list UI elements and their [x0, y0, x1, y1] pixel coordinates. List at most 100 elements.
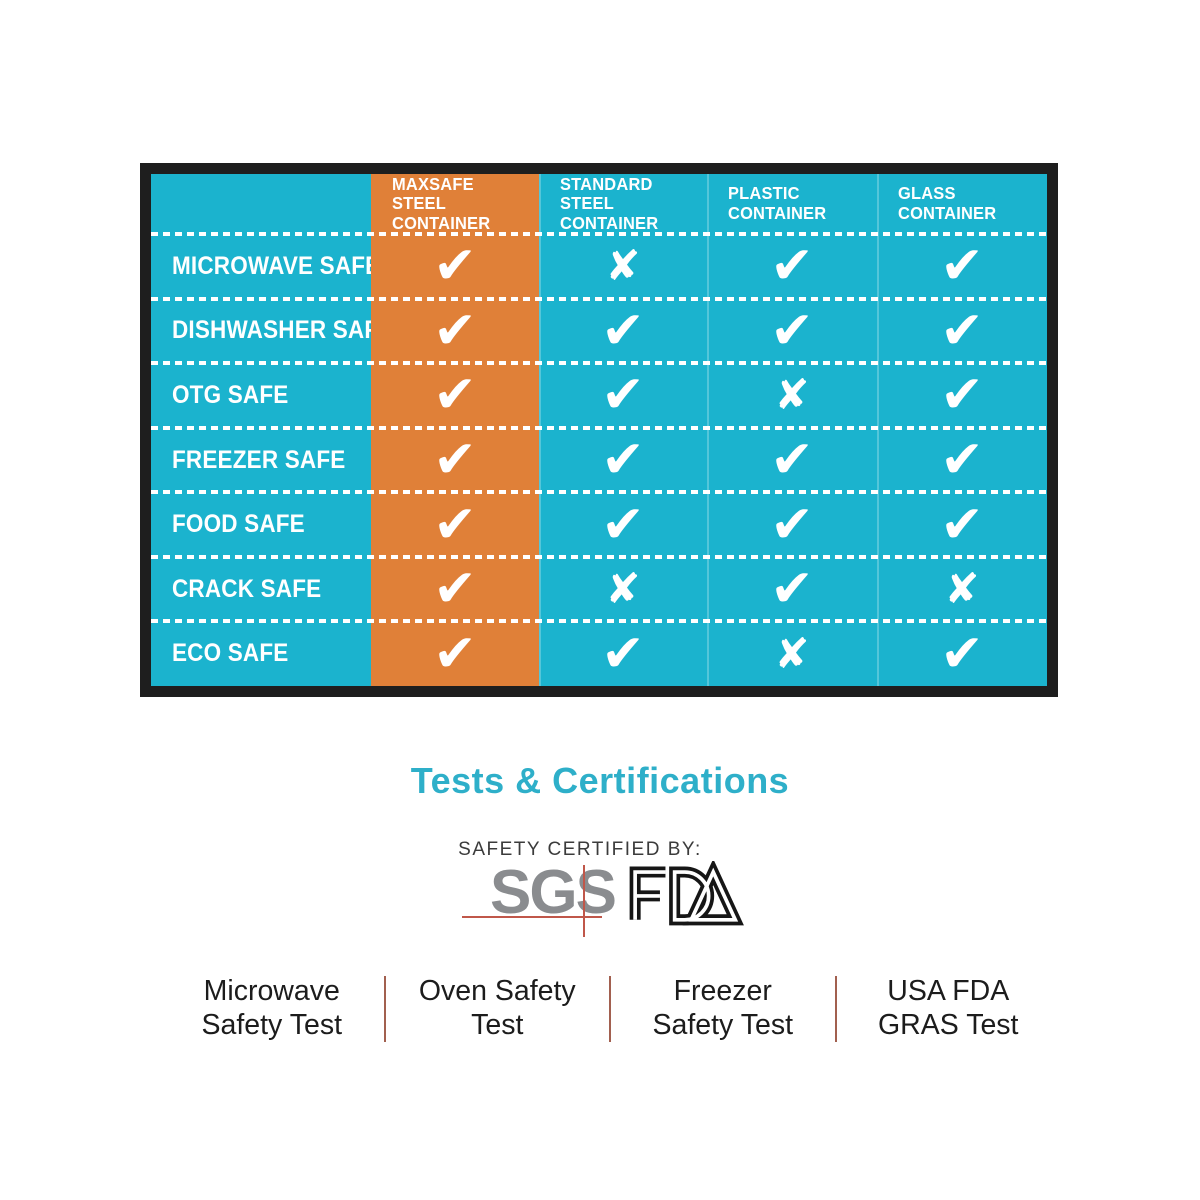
- check-icon: ✔: [433, 559, 477, 620]
- check-icon: ✔: [940, 430, 984, 491]
- column-header-maxsafe-steel: MAXSAFE STEEL CONTAINER: [371, 174, 539, 234]
- row-label: MICROWAVE SAFE: [172, 251, 381, 280]
- safety-certified-by-label: SAFETY CERTIFIED BY:: [458, 839, 702, 860]
- column-header-label: STANDARD STEEL CONTAINER: [560, 173, 659, 233]
- mark-cell: ✔: [371, 427, 539, 493]
- table-row: FREEZER SAFE ✔ ✔ ✔ ✔: [151, 425, 1047, 493]
- table-row: OTG SAFE ✔ ✔ ✘ ✔: [151, 361, 1047, 428]
- column-header-glass: GLASS CONTAINER: [877, 174, 1047, 234]
- column-header-standard-steel: STANDARD STEEL CONTAINER: [539, 174, 707, 234]
- mark-cell: ✘: [877, 557, 1047, 622]
- mark-cell: ✘: [539, 234, 707, 299]
- row-divider-dashed: [151, 296, 1047, 301]
- cross-icon: ✘: [774, 370, 810, 420]
- check-icon: ✔: [601, 365, 645, 426]
- header-empty-cell: [151, 174, 371, 234]
- table-row: CRACK SAFE ✔ ✘ ✔ ✘: [151, 554, 1047, 622]
- test-label-4: USA FDA GRAS Test: [834, 975, 1061, 1042]
- mark-cell: ✘: [707, 363, 877, 428]
- fda-logo-icon: [629, 858, 744, 926]
- row-label-cell: MICROWAVE SAFE: [151, 234, 380, 299]
- test-label-1: Microwave Safety Test: [201, 975, 342, 1041]
- mark-cell: ✔: [877, 492, 1047, 557]
- row-label-cell: CRACK SAFE: [151, 557, 371, 622]
- cross-icon: ✘: [774, 628, 810, 678]
- mark-cell: ✔: [707, 234, 877, 299]
- check-icon: ✔: [433, 300, 477, 361]
- mark-cell: ✔: [371, 298, 539, 364]
- mark-cell: ✔: [539, 363, 707, 428]
- mark-cell: ✔: [371, 492, 539, 557]
- check-icon: ✔: [770, 236, 814, 297]
- sgs-crosshair-horizontal-line: [462, 916, 602, 918]
- row-divider-dashed: [151, 361, 1047, 366]
- column-header-plastic: PLASTIC CONTAINER: [707, 174, 877, 234]
- sgs-logo: SGS: [462, 858, 617, 942]
- mark-cell: ✘: [707, 621, 877, 686]
- check-icon: ✔: [601, 430, 645, 491]
- row-label: CRACK SAFE: [172, 574, 322, 603]
- column-header-label: GLASS CONTAINER: [898, 183, 997, 223]
- sgs-crosshair-vertical-line: [583, 865, 585, 937]
- mark-cell: ✔: [371, 556, 539, 622]
- check-icon: ✔: [770, 430, 814, 491]
- mark-cell: ✔: [877, 621, 1047, 686]
- comparison-table: MAXSAFE STEEL CONTAINER STANDARD STEEL CO…: [140, 163, 1058, 697]
- row-label: DISHWASHER SAFE: [172, 316, 394, 345]
- mark-cell: ✔: [371, 234, 539, 299]
- tests-certifications-heading: Tests & Certifications: [410, 760, 790, 801]
- sgs-logo-text: SGS: [490, 858, 617, 927]
- check-icon: ✔: [940, 365, 984, 426]
- check-icon: ✔: [433, 365, 477, 426]
- cross-icon: ✘: [944, 564, 980, 614]
- row-label: FREEZER SAFE: [172, 445, 346, 474]
- check-icon: ✔: [940, 236, 984, 297]
- row-label: OTG SAFE: [172, 380, 289, 409]
- mark-cell: ✔: [877, 299, 1047, 364]
- mark-cell: ✔: [877, 428, 1047, 493]
- table-row: ECO SAFE ✔ ✔ ✘ ✔: [151, 619, 1047, 687]
- row-divider-dashed: [151, 490, 1047, 495]
- row-divider-dashed: [151, 554, 1047, 559]
- mark-cell: ✔: [539, 621, 707, 686]
- mark-cell: ✔: [539, 299, 707, 364]
- mark-cell: ✔: [707, 492, 877, 557]
- safety-tests-list: Microwave Safety Test Oven Safety Test Fre…: [160, 975, 1061, 1042]
- check-icon: ✔: [433, 494, 477, 555]
- check-icon: ✔: [601, 300, 645, 361]
- table-row: DISHWASHER SAFE ✔ ✔ ✔ ✔: [151, 296, 1047, 364]
- mark-cell: ✔: [539, 428, 707, 493]
- comparison-table-grid: MAXSAFE STEEL CONTAINER STANDARD STEEL CO…: [151, 174, 1047, 687]
- row-label-cell: FREEZER SAFE: [151, 428, 371, 493]
- row-divider-dashed: [151, 619, 1047, 624]
- row-label: ECO SAFE: [172, 639, 289, 668]
- mark-cell: ✔: [371, 363, 539, 428]
- check-icon: ✔: [433, 623, 477, 684]
- row-label: FOOD SAFE: [172, 510, 305, 539]
- column-header-label: PLASTIC CONTAINER: [728, 183, 827, 223]
- mark-cell: ✔: [371, 621, 539, 687]
- check-icon: ✔: [940, 494, 984, 555]
- mark-cell: ✔: [707, 428, 877, 493]
- cross-icon: ✘: [605, 241, 641, 291]
- table-row: MICROWAVE SAFE ✔ ✘ ✔ ✔: [151, 232, 1047, 299]
- mark-cell: ✔: [877, 234, 1047, 299]
- test-label-2: Oven Safety Test: [383, 975, 610, 1042]
- check-icon: ✔: [770, 300, 814, 361]
- row-divider-dashed: [151, 232, 1047, 236]
- check-icon: ✔: [940, 300, 984, 361]
- column-header-label: MAXSAFE STEEL CONTAINER: [392, 173, 491, 233]
- mark-cell: ✔: [707, 557, 877, 622]
- fda-logo: [620, 858, 744, 929]
- mark-cell: ✔: [707, 299, 877, 364]
- row-divider-dashed: [151, 425, 1047, 430]
- row-label-cell: DISHWASHER SAFE: [151, 299, 393, 364]
- mark-cell: ✔: [539, 492, 707, 557]
- row-label-cell: FOOD SAFE: [151, 492, 371, 557]
- check-icon: ✔: [940, 623, 984, 684]
- table-row: FOOD SAFE ✔ ✔ ✔ ✔: [151, 490, 1047, 557]
- row-label-cell: OTG SAFE: [151, 363, 371, 428]
- check-icon: ✔: [601, 494, 645, 555]
- table-header-row: MAXSAFE STEEL CONTAINER STANDARD STEEL CO…: [151, 174, 1047, 234]
- check-icon: ✔: [433, 430, 477, 491]
